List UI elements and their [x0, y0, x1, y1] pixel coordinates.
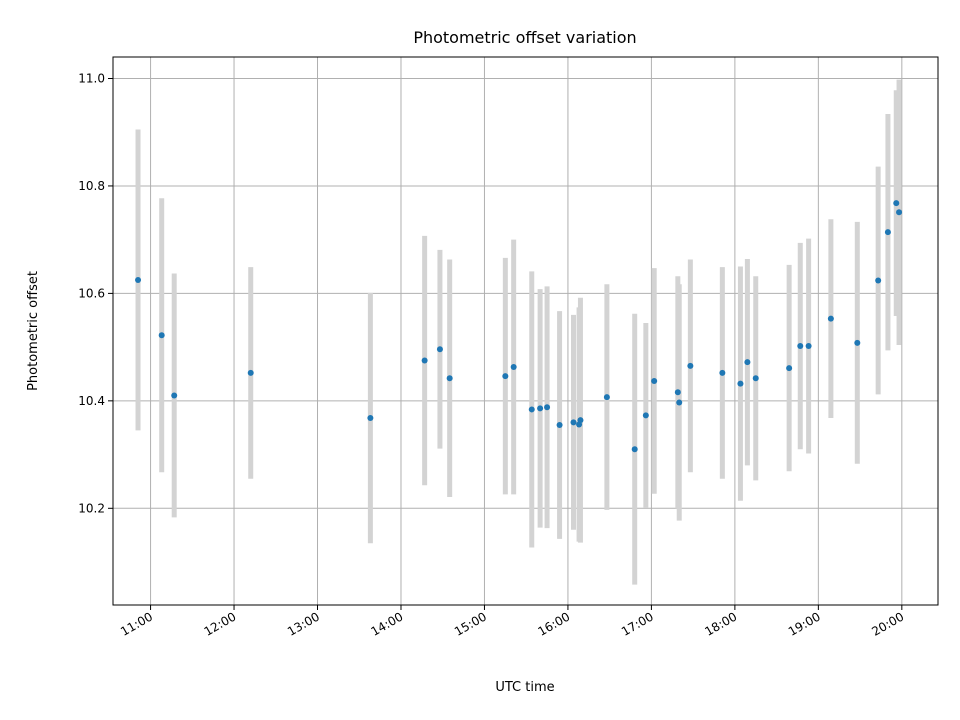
data-point	[805, 343, 812, 350]
data-point	[896, 209, 903, 216]
y-tick-label: 10.6	[78, 286, 105, 300]
data-point	[631, 446, 638, 453]
y-tick-label: 10.8	[78, 179, 105, 193]
x-axis-label: UTC time	[495, 680, 554, 695]
y-axis-ticks: 10.2 10.4 10.6 10.8 11.0	[78, 71, 113, 515]
data-point	[884, 229, 891, 236]
data-point	[158, 332, 165, 339]
data-point	[786, 365, 793, 372]
data-point	[651, 377, 658, 384]
y-axis-label: Photometric offset	[26, 271, 41, 391]
data-point	[556, 422, 563, 429]
data-point	[875, 277, 882, 284]
y-tick-label: 11.0	[78, 71, 105, 85]
data-point	[510, 363, 517, 370]
data-points	[135, 200, 903, 453]
data-point	[674, 389, 681, 396]
data-point	[544, 404, 551, 411]
y-tick-label: 10.2	[78, 501, 105, 515]
data-point	[797, 343, 804, 350]
data-point	[436, 346, 443, 353]
y-tick-label: 10.4	[78, 394, 105, 408]
data-point	[603, 394, 610, 401]
plot-frame	[112, 56, 939, 606]
plot-area	[113, 57, 938, 605]
data-point	[502, 373, 509, 380]
data-point	[247, 369, 254, 376]
data-point	[367, 415, 374, 422]
data-point	[752, 375, 759, 382]
data-point	[537, 405, 544, 412]
data-point	[446, 375, 453, 382]
data-point	[577, 417, 584, 424]
data-point	[893, 200, 900, 207]
data-point	[528, 406, 535, 413]
data-point	[642, 412, 649, 419]
data-point	[570, 419, 577, 426]
data-point	[744, 359, 751, 366]
data-point	[676, 399, 683, 406]
grid-lines	[113, 57, 938, 605]
data-point	[135, 276, 142, 283]
data-point	[719, 369, 726, 376]
data-point	[687, 362, 694, 369]
chart-title: Photometric offset variation	[413, 28, 636, 47]
data-point	[737, 380, 744, 387]
data-point	[171, 392, 178, 399]
data-point	[827, 315, 834, 322]
data-point	[854, 339, 861, 346]
data-point	[421, 357, 428, 364]
